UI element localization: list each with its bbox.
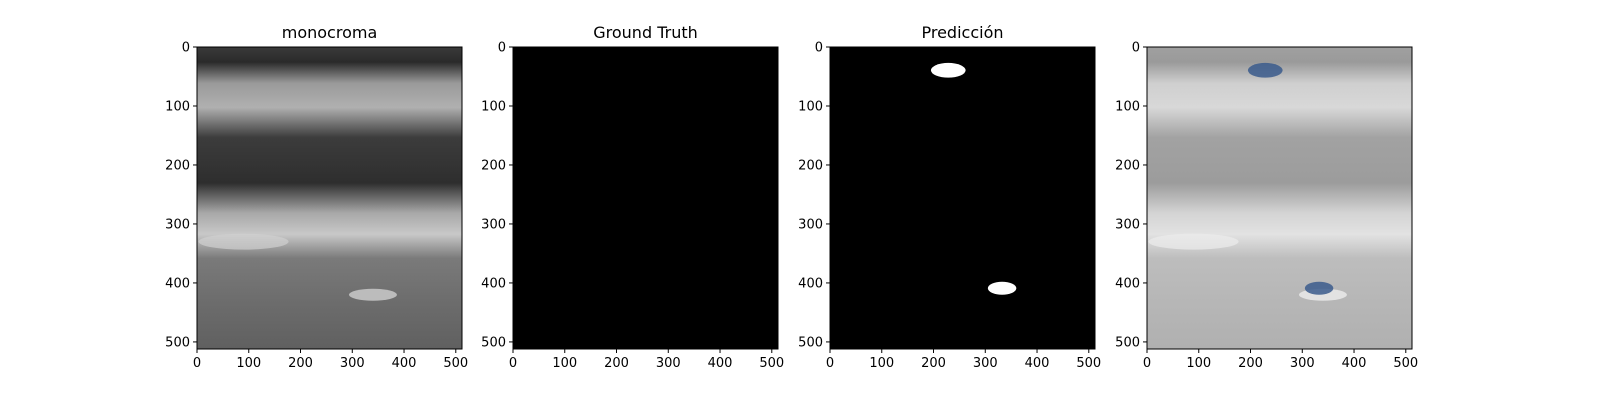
x-tick-label: 300 bbox=[656, 356, 681, 371]
x-tick-label: 500 bbox=[443, 356, 468, 371]
y-tick-label: 300 bbox=[798, 217, 823, 232]
y-tick-label: 500 bbox=[1115, 335, 1140, 350]
x-tick-label: 100 bbox=[236, 356, 261, 371]
y-tick-label: 100 bbox=[798, 99, 823, 114]
mask-image bbox=[830, 47, 1095, 349]
y-tick-label: 100 bbox=[165, 99, 190, 114]
x-tick-label: 0 bbox=[193, 356, 201, 371]
x-tick-label: 0 bbox=[509, 356, 517, 371]
y-tick-label: 400 bbox=[481, 276, 506, 291]
mask-image bbox=[513, 47, 778, 349]
y-tick-label: 300 bbox=[1115, 217, 1140, 232]
panel-title: monocroma bbox=[282, 23, 378, 42]
x-tick-label: 100 bbox=[552, 356, 577, 371]
x-tick-label: 500 bbox=[1393, 356, 1418, 371]
y-tick-label: 400 bbox=[1115, 276, 1140, 291]
overlay-region bbox=[1304, 281, 1334, 295]
y-tick-label: 0 bbox=[182, 41, 190, 56]
y-tick-label: 0 bbox=[498, 41, 506, 56]
ultrasound-image bbox=[1147, 47, 1412, 349]
mask-region bbox=[987, 281, 1017, 295]
axes-frame bbox=[829, 46, 1096, 350]
x-tick-label: 300 bbox=[1290, 356, 1315, 371]
y-tick-label: 0 bbox=[1132, 41, 1140, 56]
x-tick-label: 400 bbox=[1025, 356, 1050, 371]
tissue-echo bbox=[348, 288, 397, 301]
x-tick-label: 300 bbox=[340, 356, 365, 371]
y-tick-label: 400 bbox=[798, 276, 823, 291]
x-tick-label: 400 bbox=[392, 356, 417, 371]
y-tick-label: 300 bbox=[165, 217, 190, 232]
x-tick-label: 0 bbox=[1143, 356, 1151, 371]
y-tick-label: 100 bbox=[1115, 99, 1140, 114]
y-tick-label: 500 bbox=[798, 335, 823, 350]
x-tick-label: 100 bbox=[869, 356, 894, 371]
y-tick-label: 0 bbox=[815, 41, 823, 56]
y-tick-label: 300 bbox=[481, 217, 506, 232]
tissue-echo bbox=[198, 233, 289, 250]
x-tick-label: 500 bbox=[1076, 356, 1101, 371]
y-tick-label: 200 bbox=[798, 158, 823, 173]
axes-frame bbox=[512, 46, 779, 350]
x-tick-label: 400 bbox=[708, 356, 733, 371]
x-tick-label: 300 bbox=[973, 356, 998, 371]
axes-frame bbox=[196, 46, 463, 350]
ultrasound-image bbox=[197, 47, 462, 349]
x-tick-label: 200 bbox=[1238, 356, 1263, 371]
x-tick-label: 400 bbox=[1342, 356, 1367, 371]
y-tick-label: 200 bbox=[165, 158, 190, 173]
axes-frame bbox=[1146, 46, 1413, 350]
panel-title: Predicción bbox=[921, 23, 1003, 42]
y-tick-label: 200 bbox=[481, 158, 506, 173]
overlay-region bbox=[1247, 62, 1283, 78]
x-tick-label: 100 bbox=[1186, 356, 1211, 371]
y-tick-label: 500 bbox=[165, 335, 190, 350]
x-tick-label: 0 bbox=[826, 356, 834, 371]
x-tick-label: 200 bbox=[604, 356, 629, 371]
y-tick-label: 400 bbox=[165, 276, 190, 291]
y-tick-label: 100 bbox=[481, 99, 506, 114]
x-tick-label: 200 bbox=[921, 356, 946, 371]
y-tick-label: 500 bbox=[481, 335, 506, 350]
tissue-echo bbox=[1148, 233, 1239, 250]
panel-title: Ground Truth bbox=[593, 23, 698, 42]
x-tick-label: 500 bbox=[759, 356, 784, 371]
y-tick-label: 200 bbox=[1115, 158, 1140, 173]
x-tick-label: 200 bbox=[288, 356, 313, 371]
mask-region bbox=[930, 62, 966, 78]
